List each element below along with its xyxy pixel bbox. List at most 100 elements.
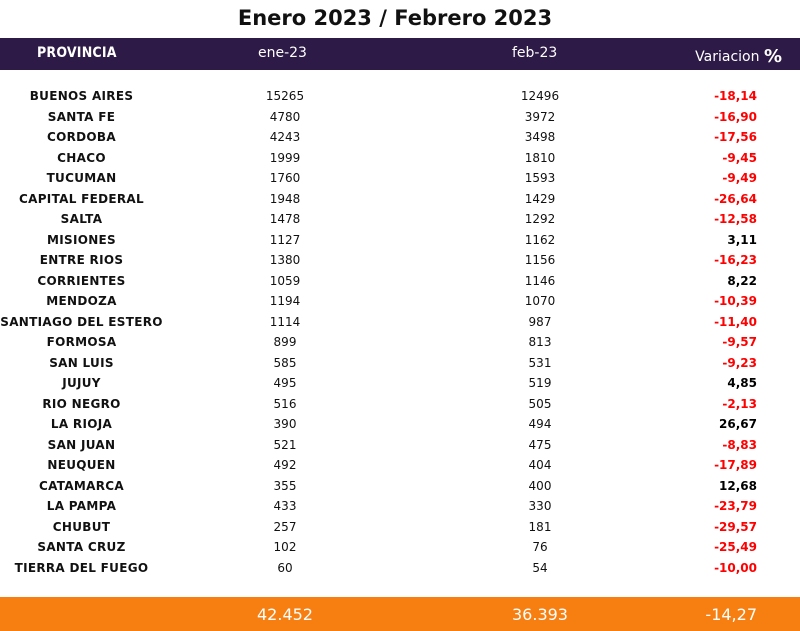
cell-variacion: -18,14 xyxy=(714,89,757,103)
cell-provincia: TIERRA DEL FUEGO xyxy=(14,560,149,575)
table-row: CORDOBA 4243 3498 -17,56 xyxy=(0,128,800,149)
cell-feb: 475 xyxy=(528,437,552,452)
table-row: NEUQUEN 492 404 -17,89 xyxy=(0,456,800,477)
cell-feb: 1146 xyxy=(524,273,556,288)
cell-ene: 585 xyxy=(273,355,297,370)
cell-provincia: FORMOSA xyxy=(46,335,117,349)
table-header: PROVINCIA ene-23 feb-23 Variacion % xyxy=(0,38,800,70)
cell-variacion: -9,49 xyxy=(722,171,757,185)
table-row: SALTA 1478 1292 -12,58 xyxy=(0,210,800,231)
cell-provincia: LA RIOJA xyxy=(50,417,113,431)
cell-ene: 1999 xyxy=(269,150,301,165)
table-row: LA RIOJA 390 494 26,67 xyxy=(0,415,800,436)
cell-feb: 1593 xyxy=(524,171,556,185)
cell-ene: 1478 xyxy=(269,212,301,226)
cell-ene: 899 xyxy=(273,335,297,349)
variacion-label: Variacion xyxy=(695,49,760,65)
table-row: SANTA FE 4780 3972 -16,90 xyxy=(0,108,800,129)
table-row: CORRIENTES 1059 1146 8,22 xyxy=(0,272,800,293)
table-row: CATAMARCA 355 400 12,68 xyxy=(0,477,800,498)
cell-feb: 1429 xyxy=(524,191,556,206)
totals-row: 42.452 36.393 -14,27 xyxy=(0,597,800,631)
cell-feb: 400 xyxy=(528,478,552,493)
cell-provincia: MISIONES xyxy=(47,232,116,247)
cell-ene: 1114 xyxy=(269,314,301,329)
cell-ene: 102 xyxy=(273,540,297,554)
cell-ene: 15265 xyxy=(265,89,305,103)
cell-ene: 355 xyxy=(273,478,297,493)
table-row: RIO NEGRO 516 505 -2,13 xyxy=(0,395,800,416)
cell-provincia: CATAMARCA xyxy=(39,478,124,493)
cell-variacion: -10,00 xyxy=(714,560,757,575)
table-row: SANTIAGO DEL ESTERO 1114 987 -11,40 xyxy=(0,313,800,334)
cell-provincia: BUENOS AIRES xyxy=(29,89,134,103)
cell-feb: 1292 xyxy=(524,212,556,226)
cell-feb: 813 xyxy=(528,335,552,349)
table-body: BUENOS AIRES 15265 12496 -18,14 SANTA FE 4780… xyxy=(0,87,800,579)
cell-provincia: CORRIENTES xyxy=(37,273,126,288)
cell-provincia: RIO NEGRO xyxy=(42,396,121,411)
cell-variacion: 8,22 xyxy=(727,273,757,288)
cell-feb: 3972 xyxy=(524,109,556,124)
cell-variacion: 4,85 xyxy=(727,376,757,390)
cell-feb: 1156 xyxy=(524,253,556,267)
total-variacion: -14,27 xyxy=(705,605,757,624)
cell-variacion: -17,56 xyxy=(714,130,757,144)
table-row: SAN JUAN 521 475 -8,83 xyxy=(0,436,800,457)
cell-feb: 12496 xyxy=(520,89,560,103)
table-row: CHUBUT 257 181 -29,57 xyxy=(0,518,800,539)
cell-feb: 54 xyxy=(532,560,548,575)
cell-provincia: SANTIAGO DEL ESTERO xyxy=(0,314,163,329)
cell-variacion: -9,23 xyxy=(722,355,757,370)
cell-ene: 495 xyxy=(273,376,297,390)
cell-provincia: NEUQUEN xyxy=(47,458,116,472)
cell-variacion: -23,79 xyxy=(714,499,757,513)
table-row: SANTA CRUZ 102 76 -25,49 xyxy=(0,538,800,559)
cell-ene: 4243 xyxy=(269,130,301,144)
table-row: JUJUY 495 519 4,85 xyxy=(0,374,800,395)
column-header-provincia: PROVINCIA xyxy=(37,45,117,61)
cell-provincia: ENTRE RIOS xyxy=(39,253,124,267)
cell-ene: 1948 xyxy=(269,191,301,206)
cell-variacion: -11,40 xyxy=(714,314,757,329)
cell-feb: 3498 xyxy=(524,130,556,144)
table-row: TIERRA DEL FUEGO 60 54 -10,00 xyxy=(0,559,800,580)
cell-variacion: -16,90 xyxy=(714,109,757,124)
cell-ene: 1059 xyxy=(269,273,301,288)
cell-feb: 1810 xyxy=(524,150,556,165)
cell-ene: 1127 xyxy=(269,232,301,247)
cell-provincia: SAN JUAN xyxy=(47,437,116,452)
column-header-feb: feb-23 xyxy=(512,45,558,61)
table-row: BUENOS AIRES 15265 12496 -18,14 xyxy=(0,87,800,108)
cell-variacion: -25,49 xyxy=(714,540,757,554)
cell-provincia: JUJUY xyxy=(62,376,101,390)
cell-feb: 987 xyxy=(528,314,552,329)
cell-provincia: LA PAMPA xyxy=(46,499,117,513)
total-feb: 36.393 xyxy=(512,605,568,624)
cell-feb: 330 xyxy=(528,499,552,513)
cell-variacion: -9,45 xyxy=(722,150,757,165)
cell-provincia: MENDOZA xyxy=(46,294,117,308)
cell-feb: 505 xyxy=(528,396,552,411)
table-row: MISIONES 1127 1162 3,11 xyxy=(0,231,800,252)
cell-provincia: CAPITAL FEDERAL xyxy=(19,191,144,206)
column-header-ene: ene-23 xyxy=(258,45,307,61)
table-row: CAPITAL FEDERAL 1948 1429 -26,64 xyxy=(0,190,800,211)
cell-provincia: SANTA FE xyxy=(47,109,116,124)
table-row: SAN LUIS 585 531 -9,23 xyxy=(0,354,800,375)
column-header-variacion: Variacion % xyxy=(695,45,782,67)
cell-ene: 1760 xyxy=(269,171,301,185)
cell-variacion: -17,89 xyxy=(714,458,757,472)
cell-feb: 181 xyxy=(528,519,552,534)
total-ene: 42.452 xyxy=(257,605,313,624)
page-title: Enero 2023 / Febrero 2023 xyxy=(237,6,553,30)
cell-provincia: SAN LUIS xyxy=(49,355,114,370)
cell-provincia: SANTA CRUZ xyxy=(37,540,126,554)
cell-provincia: CHACO xyxy=(57,150,106,165)
cell-variacion: -2,13 xyxy=(722,396,757,411)
cell-provincia: CORDOBA xyxy=(47,130,116,144)
percent-symbol: % xyxy=(763,46,782,67)
cell-variacion: -10,39 xyxy=(714,294,757,308)
cell-ene: 1380 xyxy=(269,253,301,267)
cell-feb: 404 xyxy=(528,458,552,472)
